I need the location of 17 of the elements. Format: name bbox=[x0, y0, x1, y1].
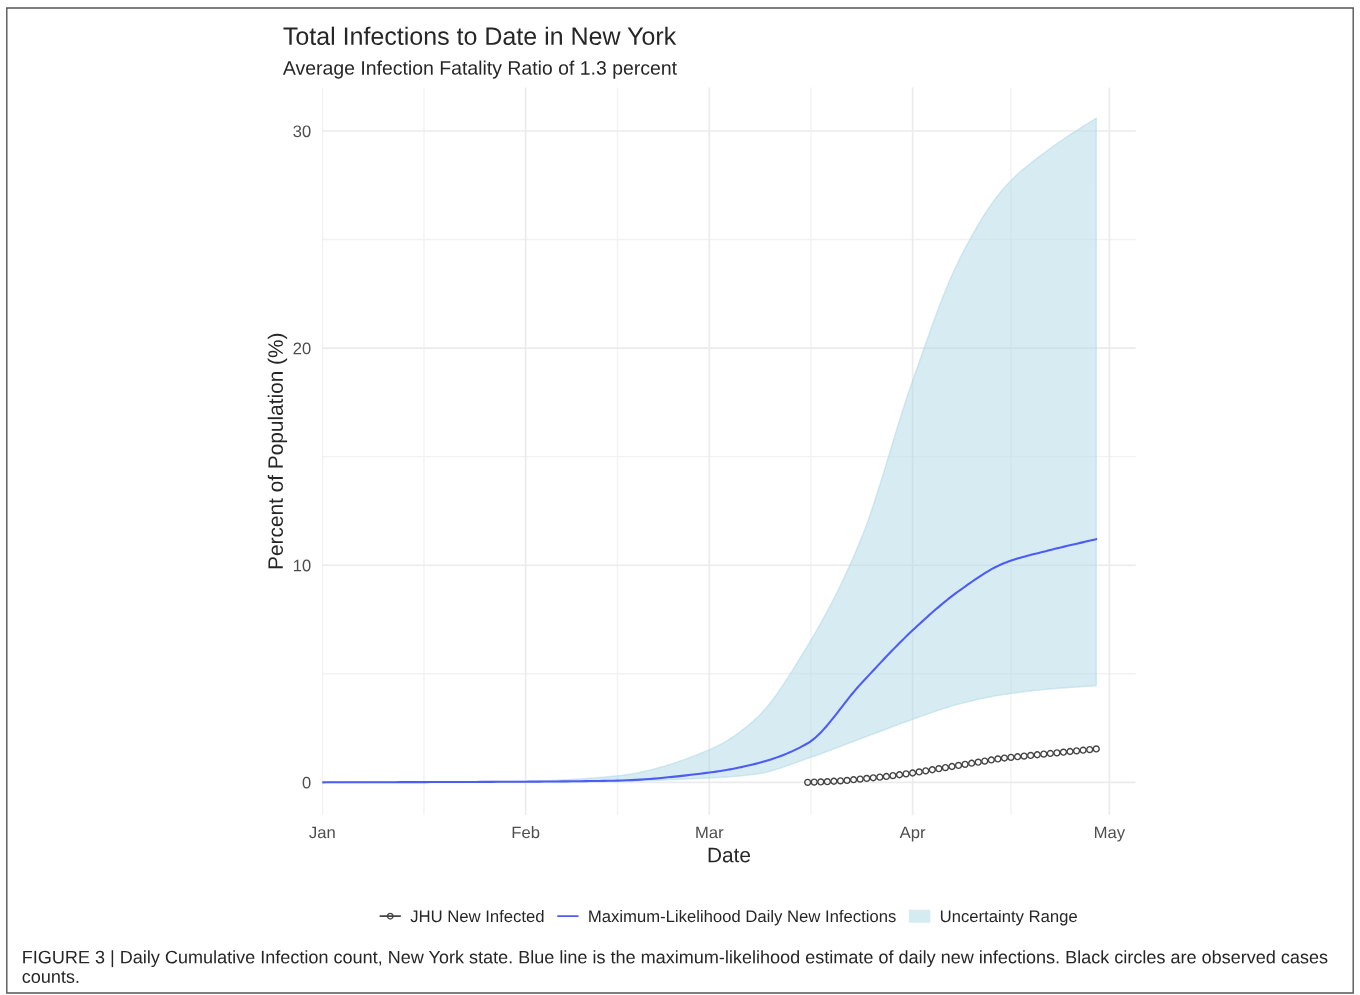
x-tick-label: Apr bbox=[899, 826, 926, 842]
text: Uncertainty Range bbox=[940, 909, 1077, 926]
x-tick-label: Mar bbox=[696, 826, 724, 839]
legend-label: JHU New Infected bbox=[410, 909, 544, 923]
y-tick-label: 20 bbox=[293, 342, 311, 355]
chart-title: Total Infections to Date in New York bbox=[283, 26, 677, 46]
x-tick-label: Jan bbox=[309, 826, 335, 839]
y-tick-label: 10 bbox=[293, 559, 311, 572]
y-axis-title: Percent of Population (%) bbox=[267, 333, 288, 569]
y-tick-label: 30 bbox=[293, 125, 311, 138]
legend-label: Maximum-Likelihood Daily New Infections bbox=[589, 909, 896, 926]
x-axis-title: Date bbox=[708, 847, 751, 863]
x-tick-label: Feb bbox=[512, 826, 540, 839]
chart-subtitle: Average Infection Fatality Ratio of 1.3 percent bbox=[282, 60, 677, 79]
x-tick-label: May bbox=[1094, 826, 1126, 842]
caption: FIGURE 3 | Daily Cumulative Infection count, New York state. Blue line is the maximum-likelihood estimate of daily new infections. Black circles are observed cases counts. bbox=[22, 950, 1328, 984]
y-tick-label: 0 bbox=[302, 776, 311, 789]
